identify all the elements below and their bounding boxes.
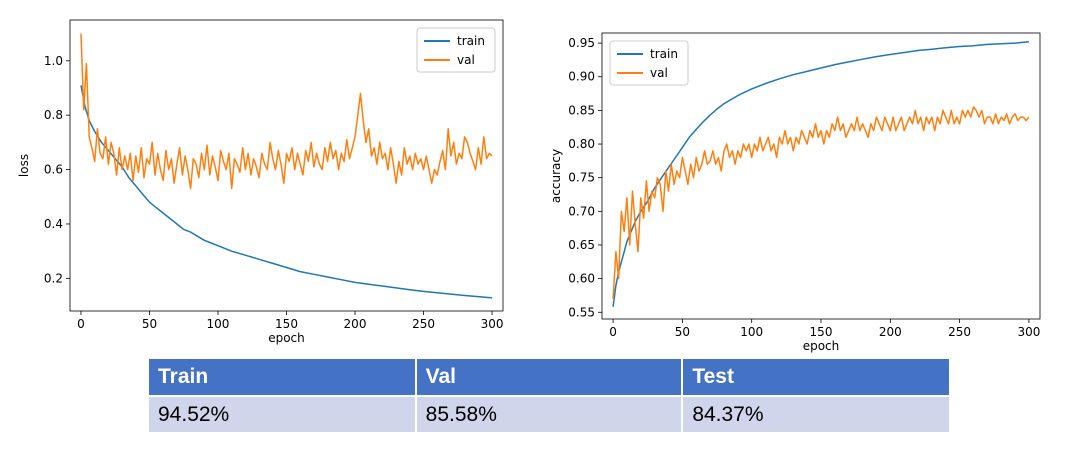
chart1-legend-label-val: val (457, 53, 475, 67)
chart2-ytick-label: 0.80 (568, 137, 595, 151)
chart2-group: 0 50 100 150 200 250 300 0.55 0.60 0.65 0.70 0.75 0.… (549, 32, 1041, 353)
header-train: Train (149, 359, 417, 396)
chart2-ytick-label: 0.60 (568, 272, 595, 286)
chart2-xtick-label: 100 (740, 325, 763, 339)
charts-canvas: 0 50 100 150 200 250 300 0.2 0.4 0.6 0.8 1.0 epoch lo… (17, 19, 1041, 353)
chart2-ytick-label: 0.75 (568, 171, 595, 185)
chart1-legend-label-train: train (457, 34, 485, 48)
chart2-series-train-line (612, 40, 1029, 307)
chart2-legend-label-train: train (650, 47, 678, 61)
chart2-ytick-label: 0.55 (568, 305, 595, 319)
chart1-ytick-label: 0.6 (44, 163, 63, 177)
chart2-xtick-label: 50 (675, 325, 690, 339)
chart2-xtick-label: 200 (879, 325, 902, 339)
chart1-xlabel: epoch (268, 331, 305, 345)
chart2-ytick-label: 0.85 (568, 103, 595, 117)
chart2-xlabel: epoch (803, 339, 840, 353)
chart2-ytick-label: 0.90 (568, 70, 595, 84)
header-val: Val (415, 359, 684, 396)
chart1-xtick-label: 200 (344, 317, 367, 331)
chart2-ytick-label: 0.65 (568, 238, 595, 252)
chart1-xtick-label: 150 (275, 317, 298, 331)
value-train: 94.52% (149, 395, 417, 432)
chart2-xtick-label: 0 (609, 325, 617, 339)
chart1-legend: train val (416, 27, 496, 73)
results-table: Train Val Test 94.52% 85.58% 84.37% (149, 359, 949, 432)
chart1-xtick-label: 50 (142, 317, 157, 331)
results-header-row: Train Val Test (149, 359, 949, 396)
chart2-legend-label-val: val (650, 66, 668, 80)
header-test: Test (682, 359, 949, 396)
chart2-xtick-label: 300 (1017, 325, 1040, 339)
chart2-ylabel: accuracy (549, 149, 563, 203)
chart1-ylabel: loss (17, 154, 31, 177)
chart2-xtick-label: 250 (948, 325, 971, 339)
chart1-group: 0 50 100 150 200 250 300 0.2 0.4 0.6 0.8 1.0 epoch lo… (17, 19, 504, 345)
chart2-series-val-line (612, 106, 1030, 299)
chart1-ytick-label: 0.8 (44, 108, 63, 122)
chart2-legend: train val (609, 40, 689, 86)
chart1-xtick-label: 100 (207, 317, 230, 331)
value-test: 84.37% (682, 395, 949, 432)
chart1-xtick-label: 300 (481, 317, 504, 331)
chart1-series-val-line (80, 33, 493, 190)
chart1-ytick-label: 0.2 (44, 271, 63, 285)
results-value-row: 94.52% 85.58% 84.37% (149, 395, 949, 432)
chart1-series-train-line (80, 85, 493, 299)
chart2-ytick-label: 0.95 (568, 36, 595, 50)
chart1-xtick-label: 0 (77, 317, 85, 331)
chart1-ytick-label: 1.0 (44, 54, 63, 68)
chart2-ytick-label: 0.70 (568, 204, 595, 218)
chart1-xtick-label: 250 (412, 317, 435, 331)
value-val: 85.58% (415, 395, 684, 432)
chart1-ytick-label: 0.4 (44, 217, 63, 231)
chart2-xtick-label: 150 (810, 325, 833, 339)
